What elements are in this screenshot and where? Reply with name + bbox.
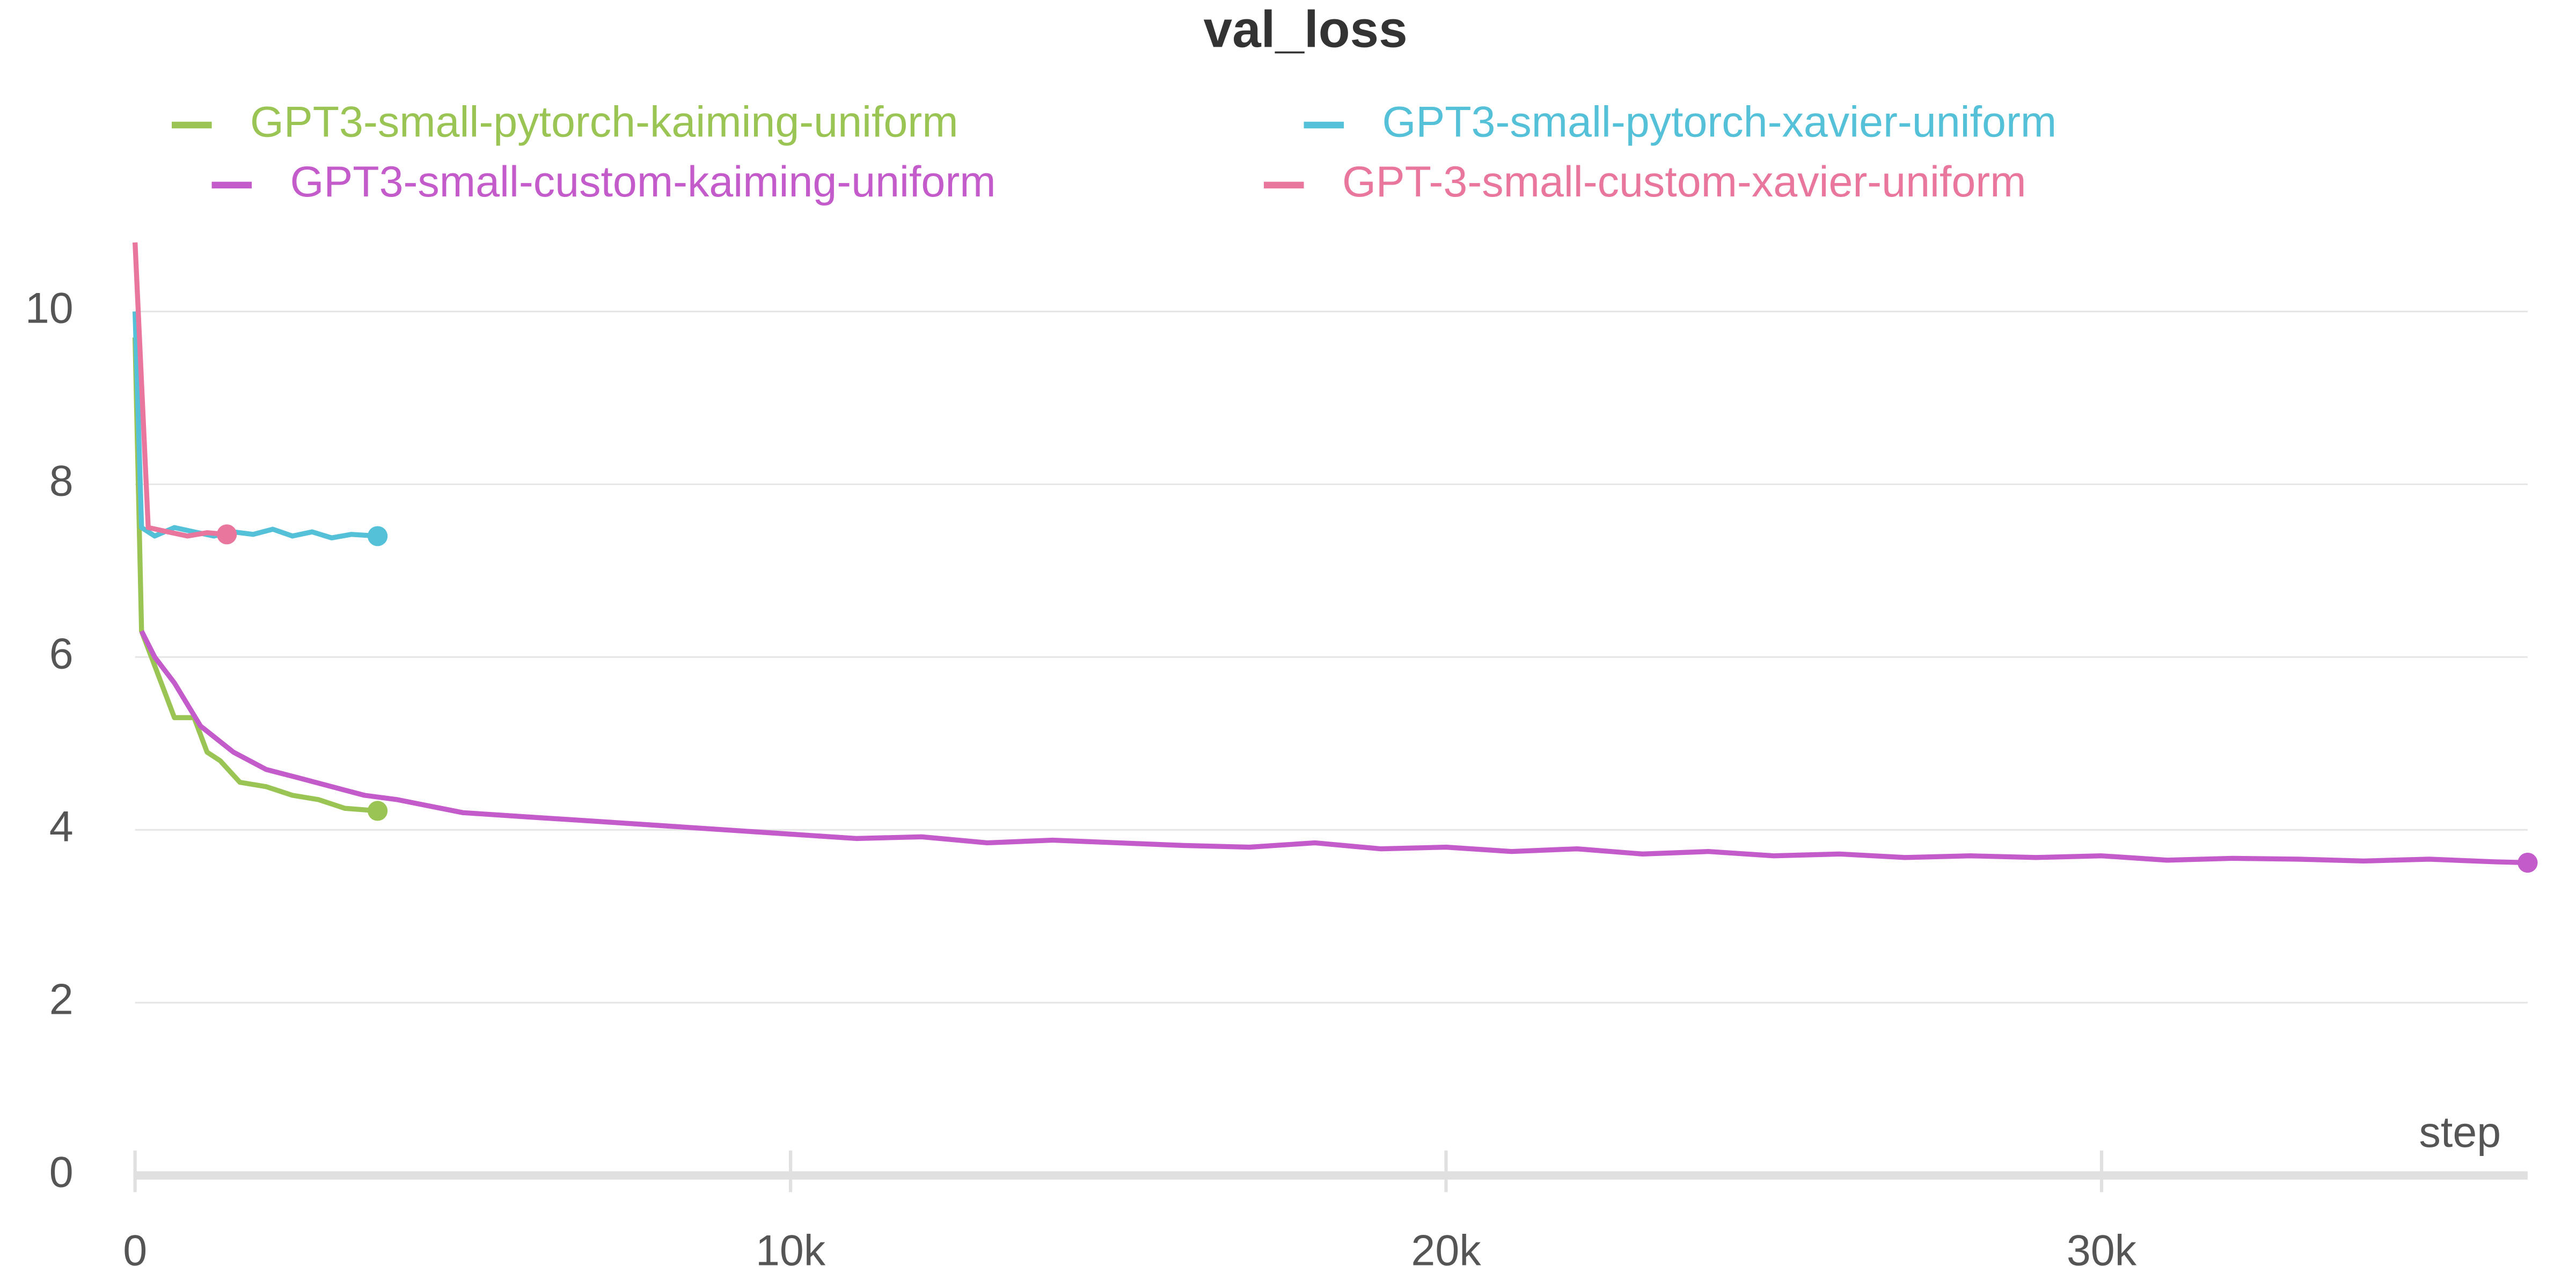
y-tick-label: 10 (25, 284, 74, 333)
end-point (2518, 852, 2538, 873)
x-tick-label: 0 (123, 1227, 147, 1275)
legend-label: GPT3-small-pytorch-kaiming-uniform (250, 98, 958, 146)
legend-label: GPT3-small-pytorch-xavier-uniform (1382, 98, 2057, 146)
end-point (367, 526, 388, 546)
end-point (367, 801, 388, 821)
end-point (217, 524, 237, 545)
y-tick-label: 0 (49, 1148, 74, 1197)
series-line (132, 311, 378, 540)
y-tick-label: 8 (49, 457, 74, 506)
legend-label: GPT-3-small-custom-xavier-uniform (1342, 158, 2026, 206)
series-line (132, 337, 378, 814)
x-tick-label: 20k (1411, 1227, 1481, 1275)
series-line (132, 242, 227, 539)
legend-label: GPT3-small-custom-kaiming-uniform (290, 158, 996, 206)
y-tick-label: 2 (49, 976, 74, 1024)
x-axis-label: step (2419, 1108, 2501, 1157)
series-line (139, 630, 2528, 866)
x-tick-label: 10k (756, 1227, 826, 1275)
chart-title: val_loss (1204, 1, 1408, 58)
y-tick-label: 4 (49, 803, 74, 851)
x-tick-label: 30k (2067, 1227, 2137, 1275)
y-tick-label: 6 (49, 630, 74, 678)
